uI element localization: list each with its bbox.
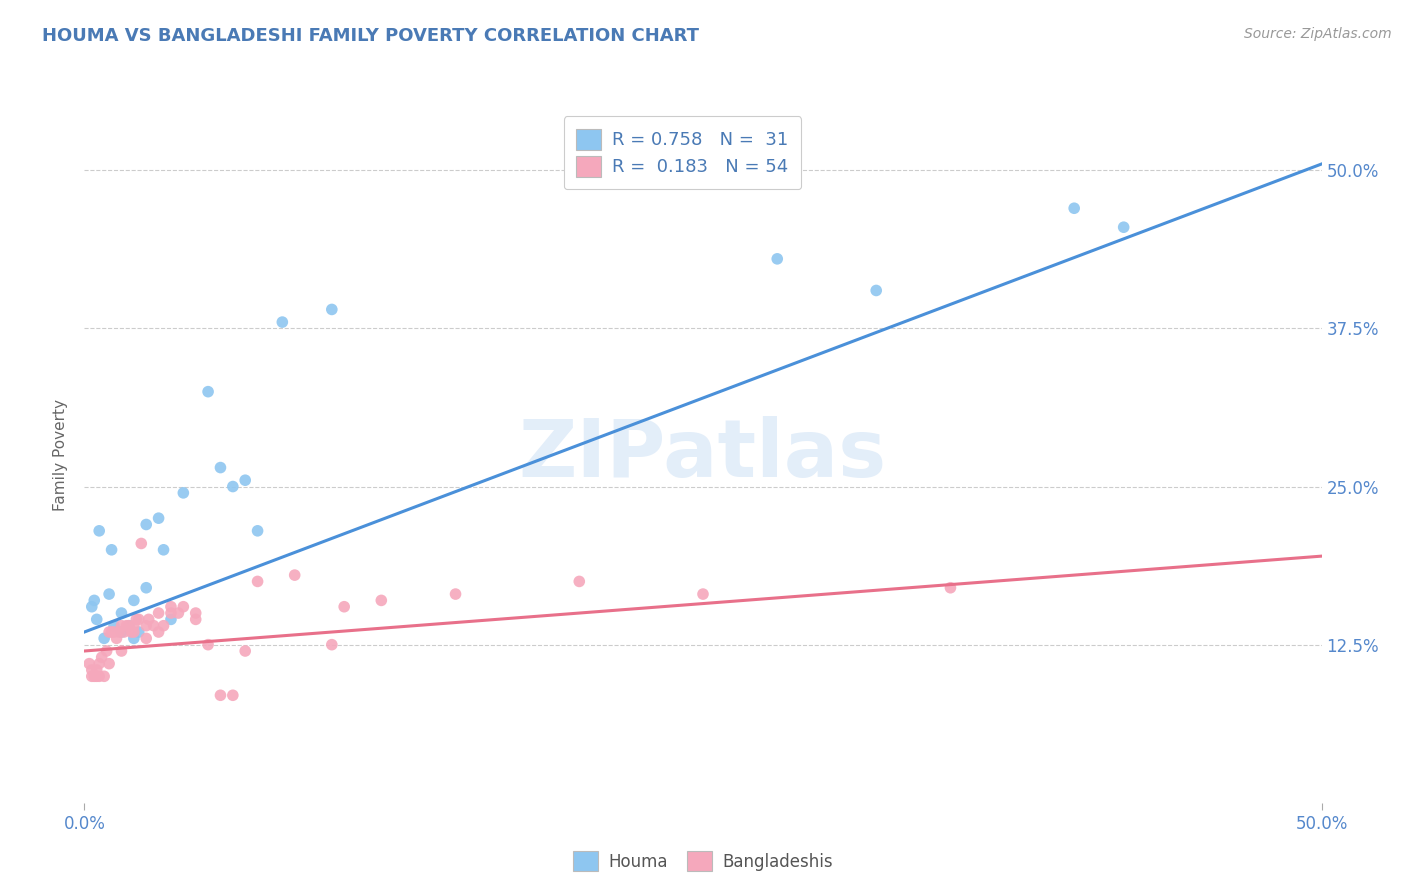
Point <box>86 612 108 626</box>
Point <box>568 574 591 589</box>
Point <box>197 384 219 399</box>
Point <box>128 625 150 640</box>
Point <box>222 688 245 702</box>
Point <box>1063 201 1085 215</box>
Point <box>233 473 256 487</box>
Point <box>110 618 132 632</box>
Point <box>167 606 190 620</box>
Point <box>172 486 194 500</box>
Point <box>83 593 105 607</box>
Point <box>152 618 174 632</box>
Point <box>129 536 152 550</box>
Point <box>148 511 170 525</box>
Text: Source: ZipAtlas.com: Source: ZipAtlas.com <box>1244 27 1392 41</box>
Point <box>222 479 245 493</box>
Point <box>100 542 122 557</box>
Point <box>110 644 132 658</box>
Point <box>135 632 157 646</box>
Point <box>89 669 111 683</box>
Point <box>209 460 232 475</box>
Point <box>110 606 132 620</box>
Point <box>93 669 115 683</box>
Point <box>148 625 170 640</box>
Point <box>90 650 112 665</box>
Point <box>1112 220 1135 235</box>
Point <box>939 581 962 595</box>
Point <box>184 612 207 626</box>
Point <box>86 669 108 683</box>
Point <box>197 638 219 652</box>
Point <box>103 625 125 640</box>
Point <box>692 587 714 601</box>
Point <box>125 612 148 626</box>
Point <box>321 302 343 317</box>
Point <box>209 688 232 702</box>
Point <box>271 315 294 329</box>
Point <box>333 599 356 614</box>
Point <box>135 517 157 532</box>
Point <box>128 612 150 626</box>
Point <box>118 618 141 632</box>
Point <box>321 638 343 652</box>
Point <box>80 669 103 683</box>
Point <box>98 657 121 671</box>
Point <box>89 657 111 671</box>
Point <box>148 606 170 620</box>
Point <box>89 524 111 538</box>
Point <box>122 618 145 632</box>
Point <box>142 618 165 632</box>
Point <box>865 284 887 298</box>
Point <box>184 606 207 620</box>
Point <box>115 618 138 632</box>
Point <box>83 669 105 683</box>
Point <box>284 568 307 582</box>
Point <box>112 625 135 640</box>
Point <box>135 618 157 632</box>
Point <box>100 625 122 640</box>
Point <box>105 632 128 646</box>
Point <box>172 599 194 614</box>
Point <box>122 593 145 607</box>
Point <box>766 252 789 266</box>
Point <box>110 625 132 640</box>
Point <box>138 612 160 626</box>
Point <box>135 581 157 595</box>
Point <box>98 625 121 640</box>
Point <box>152 542 174 557</box>
Point <box>246 574 269 589</box>
Point <box>103 618 125 632</box>
Point <box>120 625 142 640</box>
Point <box>96 644 118 658</box>
Point <box>246 524 269 538</box>
Point <box>370 593 392 607</box>
Text: ZIPatlas: ZIPatlas <box>519 416 887 494</box>
Text: HOUMA VS BANGLADESHI FAMILY POVERTY CORRELATION CHART: HOUMA VS BANGLADESHI FAMILY POVERTY CORR… <box>42 27 699 45</box>
Point <box>122 625 145 640</box>
Point <box>80 663 103 677</box>
Point <box>80 599 103 614</box>
Point <box>122 632 145 646</box>
Point <box>98 587 121 601</box>
Point <box>86 663 108 677</box>
Point <box>160 606 183 620</box>
Point <box>160 612 183 626</box>
Legend: Houma, Bangladeshis: Houma, Bangladeshis <box>567 845 839 878</box>
Point <box>118 618 141 632</box>
Point <box>79 657 101 671</box>
Point <box>93 632 115 646</box>
Point <box>160 599 183 614</box>
Point <box>233 644 256 658</box>
Y-axis label: Family Poverty: Family Poverty <box>53 399 69 511</box>
Point <box>108 625 131 640</box>
Point <box>444 587 467 601</box>
